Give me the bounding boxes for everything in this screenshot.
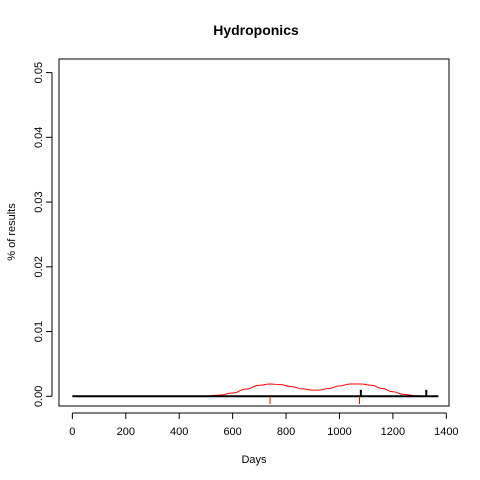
- x-tick-label: 1200: [381, 426, 405, 438]
- y-tick-label: 0.03: [33, 191, 45, 212]
- x-tick-label: 1000: [327, 426, 351, 438]
- chart-marks: [72, 383, 439, 405]
- plot-area: [58, 58, 450, 407]
- x-tick-label: 800: [277, 426, 295, 438]
- x-tick-label: 1400: [434, 426, 458, 438]
- x-axis-label: Days: [241, 454, 267, 466]
- density-curve: [192, 383, 439, 397]
- x-tick-label: 200: [117, 426, 135, 438]
- y-axis-label: % of results: [6, 203, 18, 261]
- x-tick-label: 400: [170, 426, 188, 438]
- x-tick-label: 0: [69, 426, 75, 438]
- y-axis: 0.00 0.01 0.02 0.03 0.04 0.05: [33, 62, 53, 407]
- y-tick-label: 0.01: [33, 321, 45, 342]
- y-tick-label: 0.00: [33, 386, 45, 407]
- x-tick-label: 600: [223, 426, 241, 438]
- chart-title: Hydroponics: [213, 22, 299, 38]
- y-tick-label: 0.04: [33, 127, 45, 148]
- y-tick-label: 0.02: [33, 256, 45, 277]
- x-axis: 0 200 400 600 800 1000 1200 1400: [69, 412, 459, 438]
- y-tick-label: 0.05: [33, 62, 45, 83]
